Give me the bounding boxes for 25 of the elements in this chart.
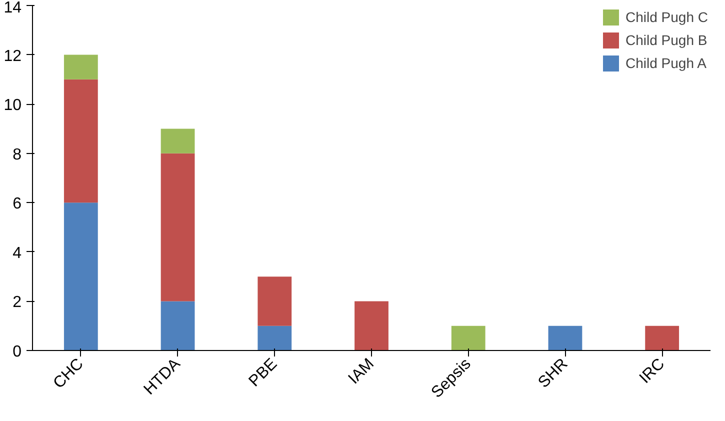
y-tick-label: 4	[12, 244, 22, 262]
bar	[160, 128, 195, 154]
bar	[160, 301, 195, 350]
bar	[64, 202, 98, 350]
bar	[354, 301, 388, 350]
bar	[160, 153, 195, 302]
bar	[548, 326, 582, 350]
legend-label: Child Pugh C	[626, 9, 708, 25]
legend-label: Child Pugh A	[626, 55, 706, 71]
bar	[64, 54, 98, 80]
y-tick-label: 14	[4, 0, 22, 16]
x-tick-label: IRC	[636, 355, 668, 387]
bar	[645, 326, 680, 350]
y-tick-label: 10	[4, 97, 22, 114]
bar	[258, 276, 292, 326]
y-tick-label: 12	[4, 48, 22, 65]
bar	[451, 326, 486, 350]
y-tick-label: 0	[12, 344, 22, 360]
bar	[258, 326, 292, 350]
x-tick-label: IAM	[345, 355, 378, 388]
bar	[64, 79, 98, 203]
y-tick-label: 2	[12, 294, 22, 312]
legend-label: Child Pugh B	[626, 32, 708, 48]
y-tick-label: 6	[12, 196, 22, 213]
y-tick-label: 8	[12, 146, 22, 164]
